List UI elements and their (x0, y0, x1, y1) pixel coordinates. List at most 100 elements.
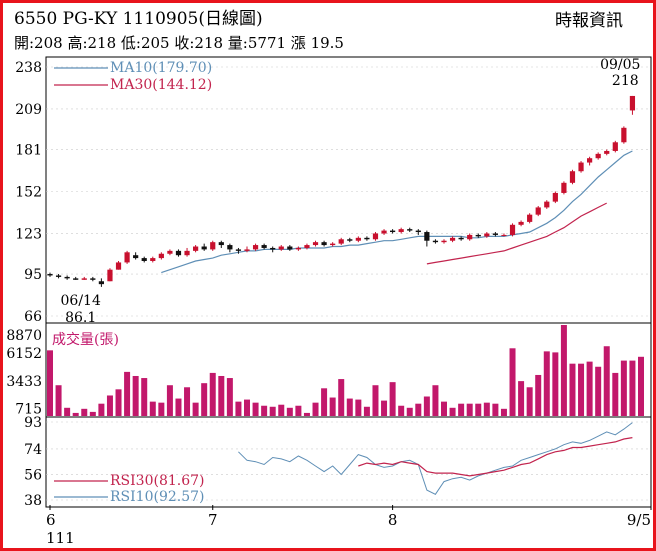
candle-body (261, 245, 267, 248)
candle-body (338, 239, 344, 244)
candle-body (458, 237, 464, 240)
volume-bar (278, 404, 285, 416)
source-label: 時報資訊 (555, 11, 623, 31)
volume-bar (578, 363, 585, 416)
candle-body (518, 221, 524, 225)
volume-bar (526, 387, 533, 416)
candle-body (55, 275, 62, 277)
volume-bar (509, 348, 516, 416)
candle-body (150, 258, 156, 261)
volume-bar (47, 350, 53, 416)
candle-body (467, 234, 473, 240)
volume-bar (569, 363, 576, 416)
candle-body (90, 278, 96, 280)
candle-body (390, 230, 396, 233)
volume-bar (166, 385, 173, 416)
candle-body (47, 274, 53, 276)
volume-bar (535, 374, 542, 416)
volume-bar (269, 406, 276, 416)
ma30-line (426, 202, 607, 265)
rsi-legend: RSI30(81.67)RSI10(92.57) (54, 473, 204, 505)
volume-bar (449, 407, 456, 416)
volume-bar (261, 405, 268, 416)
rsi-legend-label: RSI30(81.67) (110, 473, 204, 489)
volume-bar (398, 405, 405, 416)
volume-bar (586, 361, 593, 416)
candle-body (158, 253, 164, 259)
low-date-annotation: 06/14 (61, 293, 101, 309)
price-tick-label: 66 (24, 309, 42, 325)
low-value-annotation: 86.1 (65, 310, 96, 326)
rsi-lines (238, 422, 633, 495)
volume-bar (595, 366, 602, 416)
volume-bar (124, 371, 131, 416)
candle-body (604, 150, 610, 154)
x-tick-label: 8 (388, 511, 398, 529)
price-gridlines (46, 66, 651, 317)
legend-label: MA30(144.12) (110, 77, 212, 93)
candle-body (501, 234, 507, 236)
candle-body (184, 250, 190, 256)
candle-body (492, 233, 498, 235)
candlestick-series (47, 95, 636, 287)
volume-bar (55, 385, 62, 416)
volume-bar (406, 407, 413, 416)
volume-bar (415, 403, 422, 416)
candle-body (509, 224, 516, 235)
candle-body (193, 246, 199, 251)
rsi-tick-label: 38 (24, 493, 42, 509)
volume-bar (423, 396, 430, 416)
candle-body (578, 162, 584, 172)
candle-body (347, 239, 353, 241)
moving-average-lines (161, 150, 633, 274)
volume-bar (175, 398, 182, 416)
candle-body (115, 262, 122, 270)
candle-body (552, 192, 558, 202)
rsi-gridlines (46, 421, 651, 501)
volume-bar (612, 372, 619, 416)
volume-tick-label: 8870 (6, 328, 42, 344)
price-tick-label: 123 (15, 226, 42, 242)
x-tick-label: 7 (208, 511, 218, 529)
chart-stats: 開:208 高:218 低:205 收:218 量:5771 漲 19.5 (14, 34, 344, 52)
candle-body (141, 258, 147, 261)
volume-bar (329, 397, 336, 416)
volume-bar (372, 385, 379, 416)
candle-body (535, 207, 541, 215)
volume-bar (543, 351, 550, 416)
candle-body (415, 230, 421, 233)
candle-body (278, 246, 284, 250)
volume-bar (218, 375, 225, 416)
candle-body (595, 153, 601, 159)
candle-body (295, 247, 301, 250)
volume-bar (441, 401, 447, 416)
x-tick-label: 9/5 (627, 511, 651, 529)
candle-body (629, 95, 636, 111)
candle-body (227, 245, 233, 250)
legend-label: MA10(179.70) (110, 60, 212, 76)
candle-body (561, 182, 567, 193)
candle-body (484, 233, 490, 237)
volume-bar (560, 325, 567, 416)
candle-body (124, 252, 130, 263)
price-tick-label: 238 (15, 60, 42, 76)
volume-bar (141, 378, 148, 416)
price-tick-label: 152 (15, 185, 42, 201)
candle-body (441, 240, 447, 243)
volume-bar (192, 402, 199, 416)
volume-bar (235, 401, 242, 416)
candle-body (107, 269, 113, 282)
candle-body (201, 246, 207, 250)
rsi-y-axis: 93 74 56 38 (24, 415, 42, 509)
plot-area-border (45, 56, 652, 508)
volume-y-axis: 8870 6152 3433 715 (6, 328, 42, 418)
rsi-legend-label: RSI10(92.57) (110, 489, 204, 505)
candle-body (407, 229, 413, 231)
volume-bar (303, 412, 310, 416)
volume-bar (483, 402, 490, 416)
volume-bar (244, 399, 250, 416)
volume-tick-label: 715 (15, 402, 42, 418)
volume-bar (629, 360, 636, 416)
